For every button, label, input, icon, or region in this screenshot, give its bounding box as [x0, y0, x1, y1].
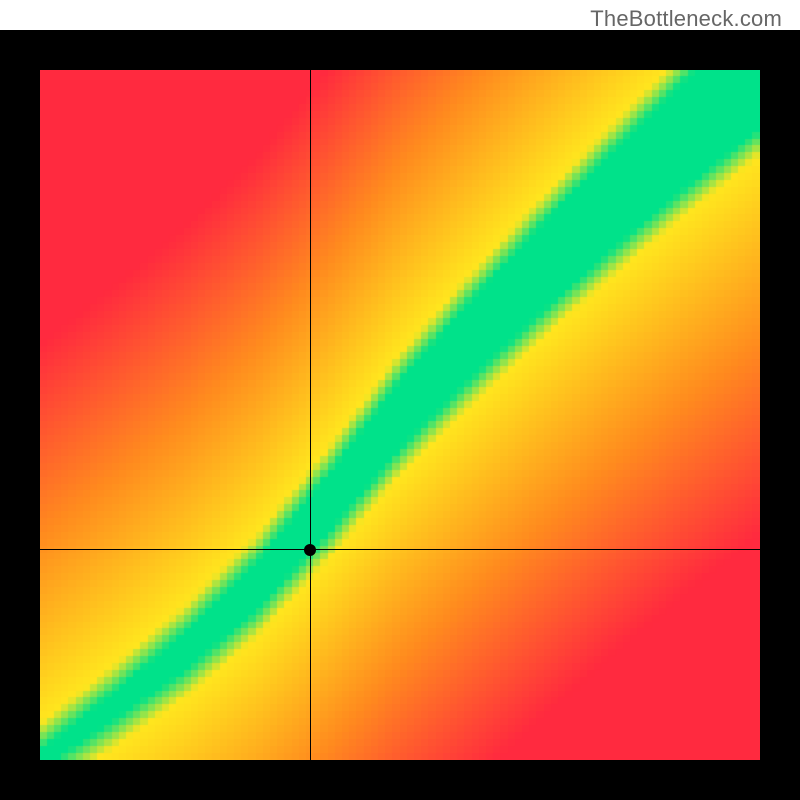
root: TheBottleneck.com — [0, 0, 800, 800]
crosshair-horizontal — [40, 549, 760, 550]
chart-frame — [0, 30, 800, 800]
heatmap-canvas — [40, 70, 760, 760]
heatmap-plot — [40, 70, 760, 760]
data-point-marker — [304, 544, 316, 556]
crosshair-vertical — [310, 70, 311, 760]
watermark-text: TheBottleneck.com — [590, 6, 782, 32]
